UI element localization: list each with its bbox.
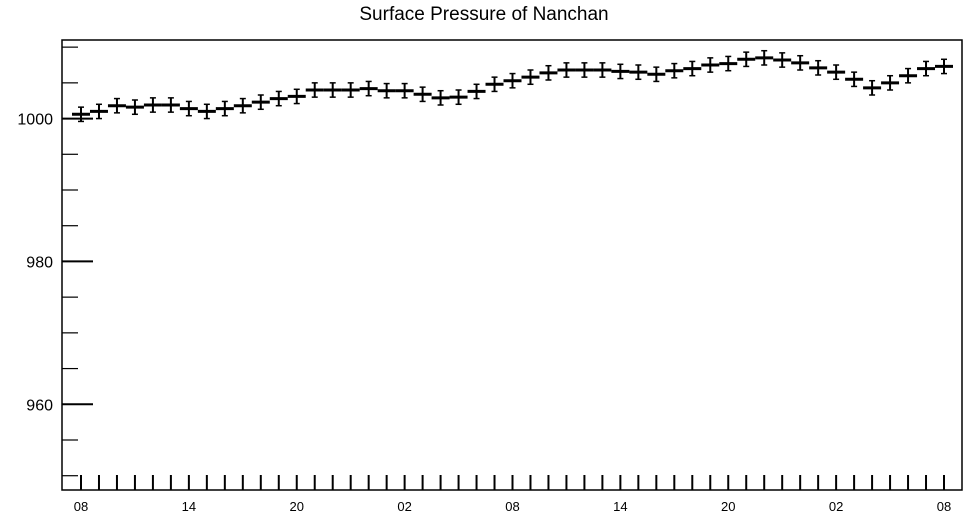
- data-point: [647, 66, 666, 83]
- data-point: [575, 62, 594, 78]
- y-major-ticks: 1000 980 960: [17, 112, 93, 414]
- data-point: [287, 88, 306, 105]
- data-point: [665, 62, 684, 79]
- data-point: [683, 60, 702, 77]
- x-tick-label: 08: [937, 499, 951, 514]
- data-point: [233, 97, 252, 114]
- data-point: [611, 63, 630, 80]
- data-point: [863, 79, 882, 96]
- data-point: [593, 62, 612, 78]
- data-marks: [72, 49, 953, 123]
- data-point: [125, 99, 144, 116]
- data-point: [809, 59, 828, 76]
- data-point: [323, 82, 342, 98]
- data-point: [791, 54, 810, 71]
- data-point: [431, 89, 450, 106]
- data-point: [197, 103, 216, 120]
- data-point: [143, 97, 162, 113]
- data-point: [899, 67, 918, 84]
- data-point: [377, 82, 396, 99]
- data-point: [89, 103, 108, 120]
- data-point: [629, 64, 648, 81]
- x-tick-labels: 08 14 20 02 08 14 20 02 08: [74, 499, 951, 514]
- data-point: [269, 90, 288, 107]
- data-point: [467, 83, 486, 100]
- data-point: [449, 89, 468, 106]
- data-point: [773, 52, 792, 68]
- y-minor-ticks: [62, 46, 78, 477]
- data-point: [521, 69, 540, 86]
- data-point: [935, 58, 953, 75]
- x-tick-label: 08: [505, 499, 519, 514]
- y-tick-label: 960: [26, 397, 53, 414]
- x-tick-label: 02: [397, 499, 411, 514]
- data-point: [881, 74, 900, 91]
- data-point: [719, 55, 738, 72]
- data-point: [395, 82, 414, 99]
- data-point: [305, 82, 324, 98]
- x-tick-label: 14: [182, 499, 196, 514]
- data-point: [503, 72, 522, 89]
- data-point: [485, 76, 504, 93]
- y-tick-label: 1000: [17, 112, 53, 129]
- chart-title: Surface Pressure of Nanchan: [359, 4, 609, 25]
- data-point: [557, 62, 576, 78]
- data-point: [215, 100, 234, 117]
- data-point: [359, 80, 378, 97]
- x-tick-label: 14: [613, 499, 627, 514]
- data-point: [341, 82, 360, 98]
- x-ticks: [80, 475, 945, 490]
- data-point: [107, 97, 126, 114]
- data-point: [845, 71, 864, 88]
- data-point: [413, 86, 432, 103]
- data-point: [251, 94, 270, 111]
- x-tick-label: 20: [290, 499, 304, 514]
- data-point: [737, 51, 756, 68]
- data-point: [72, 106, 90, 123]
- data-point: [161, 97, 180, 113]
- x-tick-label: 08: [74, 499, 88, 514]
- data-point: [701, 57, 720, 73]
- data-point: [755, 49, 774, 66]
- data-point: [917, 60, 936, 77]
- data-point: [179, 100, 198, 117]
- data-point: [539, 64, 558, 81]
- x-tick-label: 02: [829, 499, 843, 514]
- data-point: [827, 64, 846, 81]
- y-tick-label: 980: [26, 254, 53, 271]
- x-tick-label: 20: [721, 499, 735, 514]
